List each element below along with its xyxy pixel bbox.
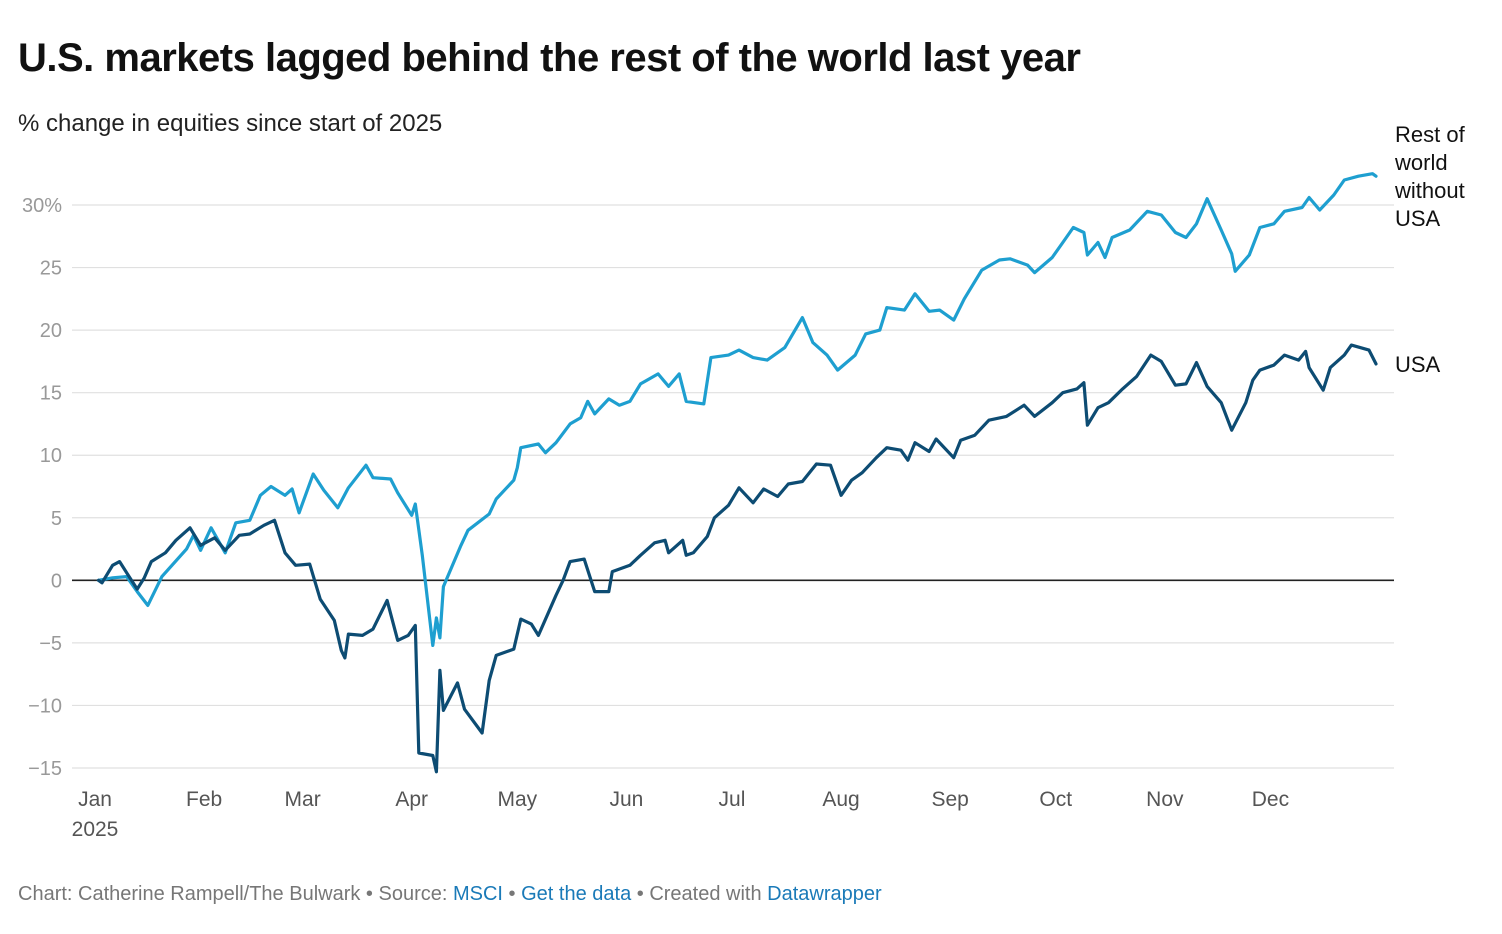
series-label-usa: USA [1395, 352, 1441, 377]
y-tick-label: 25 [40, 258, 62, 280]
series-label-line: world [1394, 150, 1448, 175]
series-line-usa [96, 343, 1378, 774]
x-tick-label: Dec [1252, 788, 1289, 811]
x-tick-label: Nov [1146, 788, 1184, 811]
source-label: Source: [378, 883, 453, 905]
created-with-label: Created with [649, 883, 768, 905]
footer-separator: • [360, 883, 379, 905]
y-tick-label: 5 [51, 508, 62, 530]
datawrapper-link[interactable]: Datawrapper [767, 883, 882, 905]
source-link[interactable]: MSCI [452, 883, 503, 905]
series-line-rest-of-world-without-usa [96, 172, 1378, 647]
x-year-label: 2025 [72, 818, 119, 841]
x-axis-ticks: Jan Feb Mar Apr May Jun Jul Aug Sep Oct Nov Dec 2025 [72, 788, 1289, 841]
series-label-line: USA [1395, 206, 1441, 231]
series-labels: Rest of world without USA USA [1394, 122, 1466, 377]
x-tick-label: Mar [285, 788, 321, 811]
series-label-rest-of-world-without-usa: Rest of world without USA [1394, 122, 1466, 231]
series-label-line: Rest of [1395, 122, 1466, 147]
y-tick-label: −5 [39, 633, 62, 655]
y-tick-label: 0 [51, 570, 62, 592]
x-tick-label: Apr [395, 788, 428, 811]
x-tick-label: Jun [609, 788, 643, 811]
get-data-link[interactable]: Get the data [521, 883, 632, 905]
y-axis-ticks: −15 −10 −5 0 5 10 15 20 25 30% [22, 195, 62, 780]
footer-separator: • [502, 883, 522, 905]
chart-credit: Chart: Catherine Rampell/The Bulwark [18, 883, 361, 905]
footer-separator: • [631, 883, 650, 905]
series-lines [96, 172, 1378, 774]
y-tick-label: 20 [40, 320, 62, 342]
y-tick-label: 15 [40, 383, 62, 405]
series-label-line: USA [1395, 352, 1441, 377]
x-tick-label: Aug [822, 788, 859, 811]
x-tick-label: May [497, 788, 537, 811]
gridlines [72, 204, 1394, 769]
x-tick-label: Sep [931, 788, 968, 811]
chart-subtitle: % change in equities since start of 2025 [18, 110, 443, 137]
x-tick-label: Feb [186, 788, 222, 811]
chart-footer: Chart: Catherine Rampell/The Bulwark • S… [18, 883, 882, 906]
x-tick-label: Jul [719, 788, 746, 811]
series-label-line: without [1394, 178, 1465, 203]
chart-title: U.S. markets lagged behind the rest of t… [18, 36, 1081, 80]
x-tick-label: Oct [1039, 788, 1072, 811]
y-tick-label: 30% [22, 195, 62, 217]
x-tick-label: Jan [78, 788, 112, 811]
y-tick-label: 10 [40, 445, 62, 467]
y-tick-label: −10 [28, 695, 62, 717]
y-tick-label: −15 [28, 758, 62, 780]
